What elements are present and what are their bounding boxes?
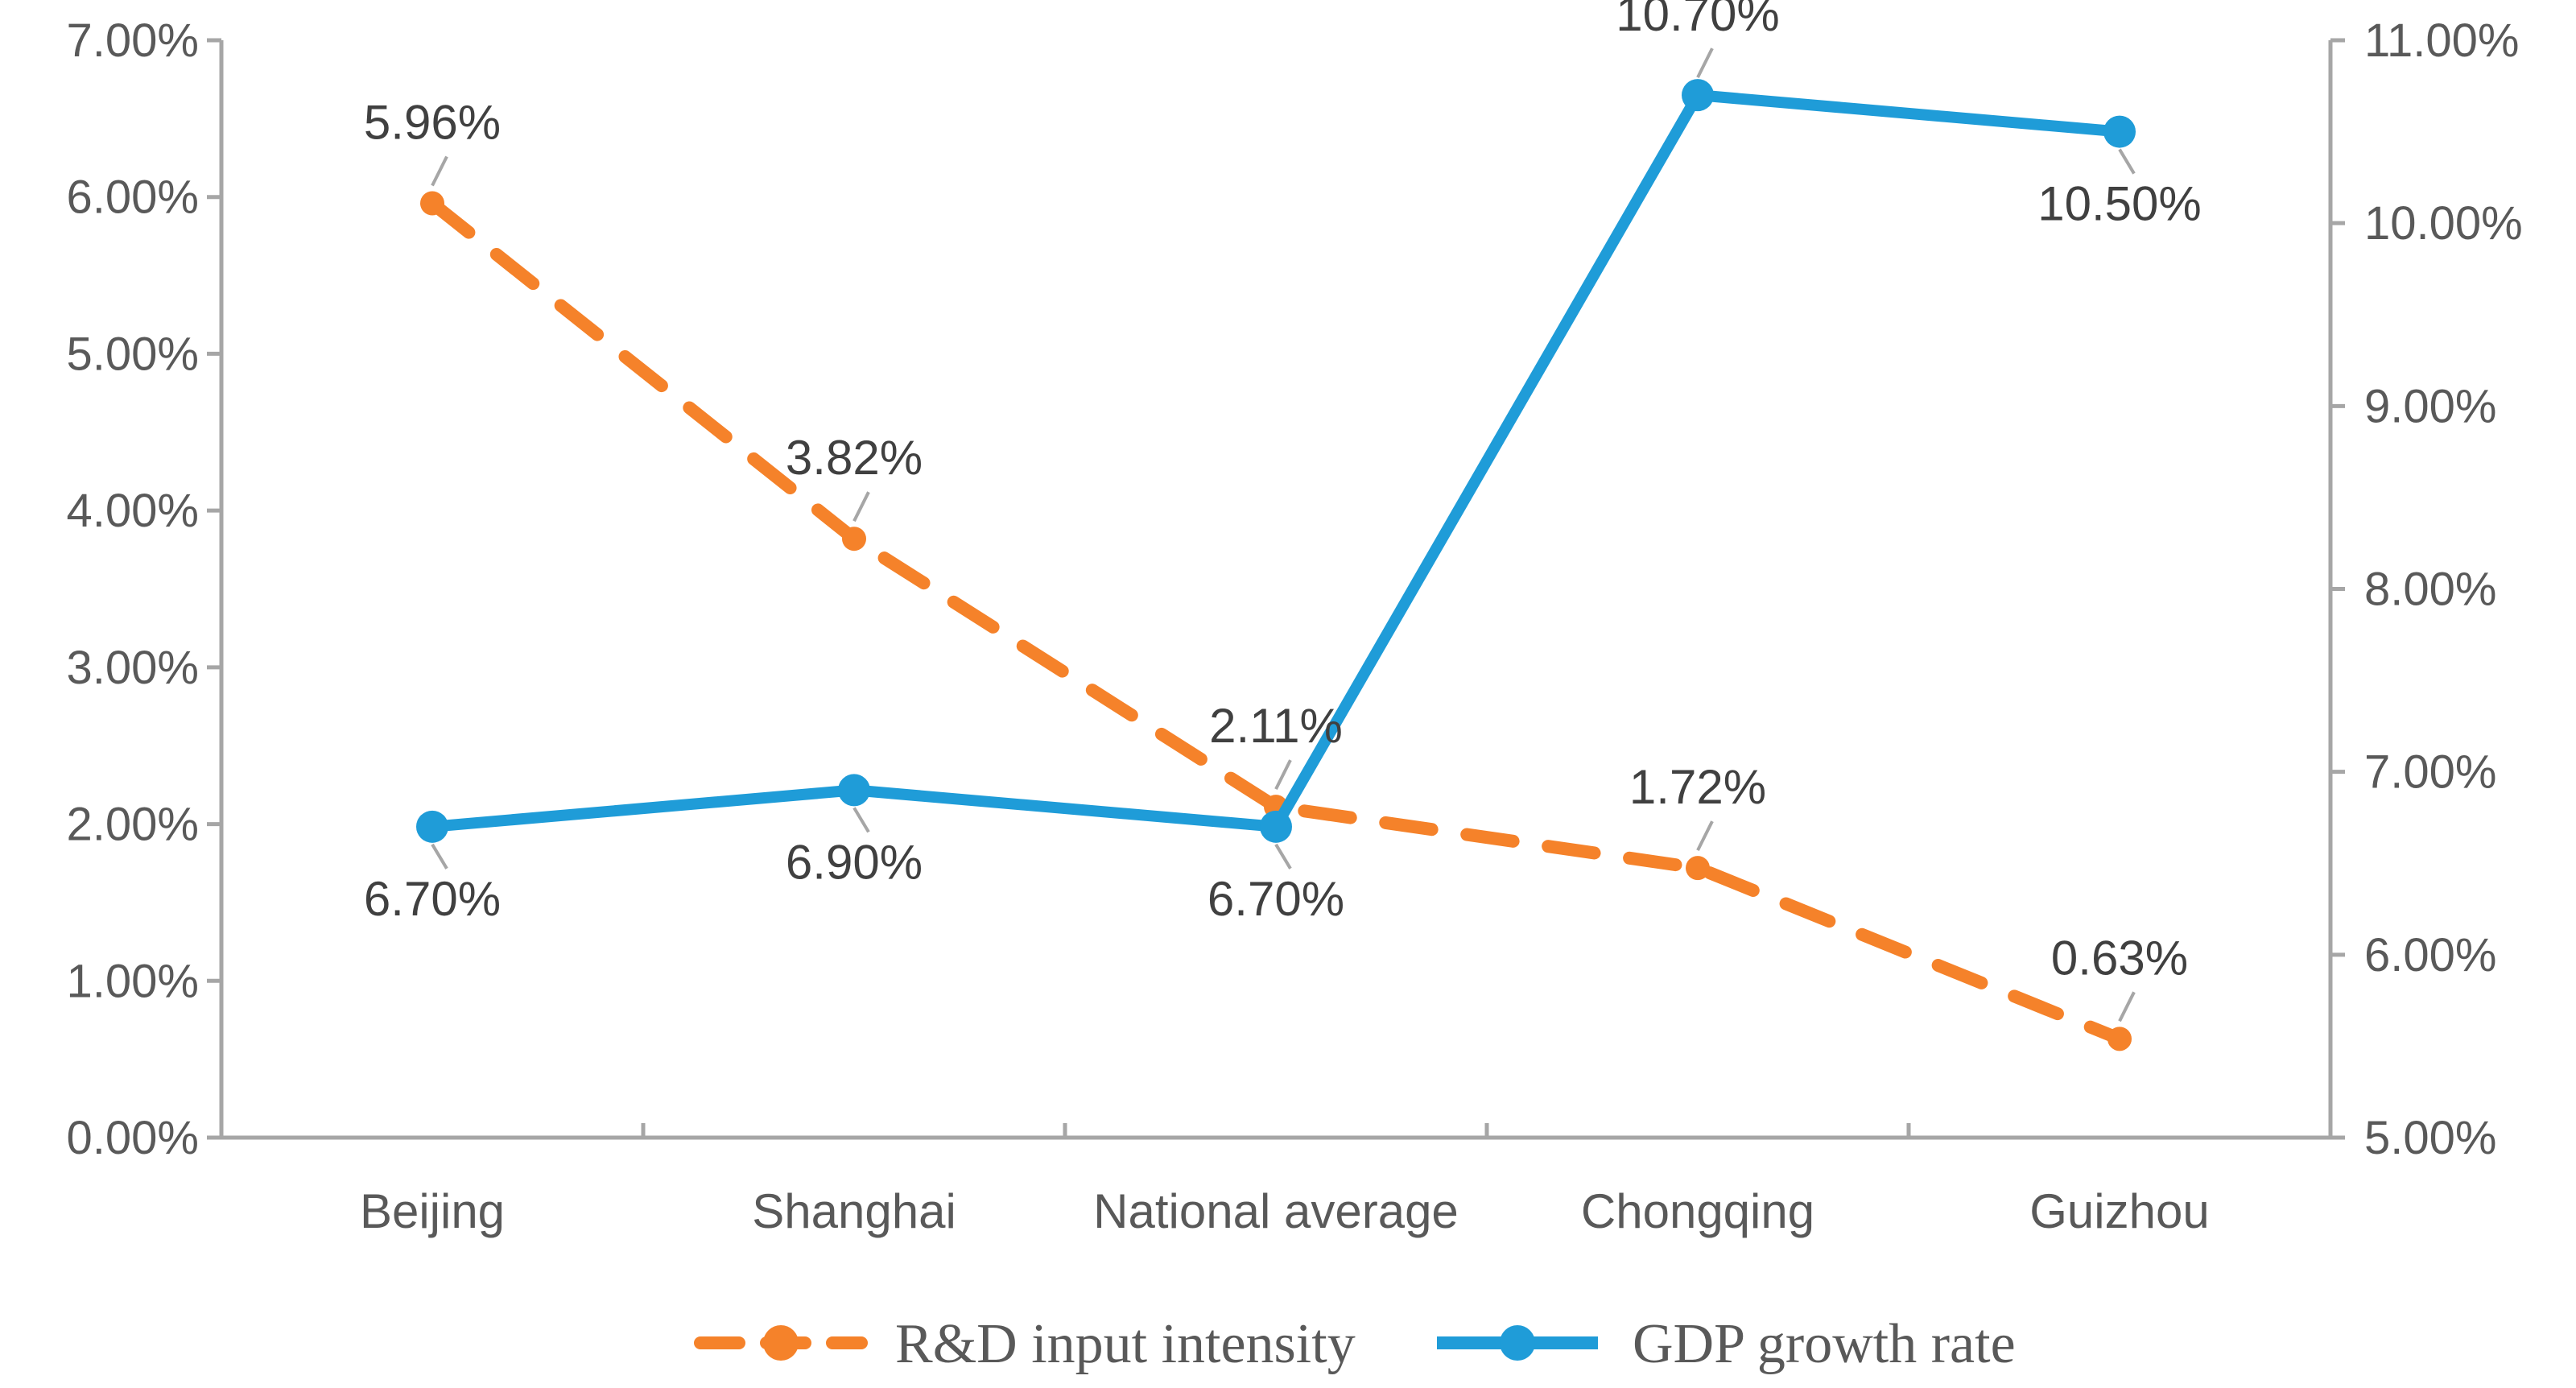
data-label: 6.70%	[364, 872, 501, 926]
data-label-leader	[1274, 759, 1292, 791]
x-category-label: Shanghai	[752, 1184, 956, 1238]
y-left-tick-label: 6.00%	[67, 171, 199, 224]
data-label-leader	[852, 491, 870, 523]
x-category-label: Guizhou	[2029, 1184, 2209, 1238]
series-0-point	[420, 191, 444, 216]
series-line-0	[426, 196, 2126, 1046]
chart-legend: R&D input intensity GDP growth rate	[694, 1313, 2016, 1375]
data-label: 3.82%	[786, 431, 923, 485]
y-right-tick-label: 11.00%	[2364, 14, 2519, 67]
y-left-tick-label: 1.00%	[67, 955, 199, 1007]
data-label: 6.90%	[786, 835, 923, 889]
y-right-tick-label: 7.00%	[2364, 746, 2496, 799]
x-category-label: Chongqing	[1581, 1184, 1814, 1238]
data-label: 10.50%	[2037, 177, 2202, 231]
y-left-tick-label: 7.00%	[67, 14, 199, 67]
x-category-label: National average	[1093, 1184, 1459, 1238]
series-1-point	[2103, 115, 2136, 148]
series-0-point	[2107, 1027, 2132, 1051]
series-1-point	[1682, 79, 1714, 112]
data-label-leader	[852, 807, 870, 833]
series-1-point	[838, 774, 870, 807]
series-1-point	[1260, 810, 1292, 843]
y-left-tick-label: 2.00%	[67, 799, 199, 851]
data-label-leader	[1274, 843, 1292, 870]
data-label: 5.96%	[364, 96, 501, 150]
y-left-tick-label: 4.00%	[67, 485, 199, 537]
chart-axes: 0.00% 1.00% 2.00% 3.00% 4.00% 5.00% 6.00% 7.00%…	[67, 14, 2523, 1238]
legend-swatch-marker	[1500, 1325, 1535, 1361]
chart-data-labels: 5.96% 3.82% 2.11% 1.72% 0.63% 6.70% 6.90% 6.70%…	[364, 0, 2202, 1022]
y-right-tick-label: 6.00%	[2364, 929, 2496, 981]
y-left-tick-label: 3.00%	[67, 642, 199, 694]
data-label-leader	[1696, 48, 1714, 79]
series-1-point	[416, 810, 448, 843]
x-category-label: Beijing	[360, 1184, 505, 1238]
data-label-leader	[1696, 820, 1714, 851]
y-right-tick-label: 10.00%	[2364, 197, 2523, 250]
y-right-tick-label: 5.00%	[2364, 1112, 2496, 1164]
y-left-tick-label: 5.00%	[67, 328, 199, 380]
y-right-tick-label: 9.00%	[2364, 380, 2496, 432]
legend-swatch-marker	[763, 1325, 799, 1361]
chart-series	[416, 79, 2136, 1051]
series-0-point	[842, 527, 866, 551]
data-label: 0.63%	[2051, 931, 2188, 985]
y-left-tick-label: 0.00%	[67, 1112, 199, 1164]
series-0-point	[1686, 856, 1710, 881]
legend-label: GDP growth rate	[1633, 1313, 2016, 1375]
data-label-leader	[431, 843, 448, 870]
data-label: 2.11%	[1209, 699, 1343, 753]
data-label: 6.70%	[1208, 872, 1344, 926]
y-right-tick-label: 8.00%	[2364, 564, 2496, 616]
data-label-leader	[2118, 148, 2136, 175]
data-label: 1.72%	[1629, 760, 1766, 814]
data-label-leader	[2118, 991, 2136, 1022]
legend-label: R&D input intensity	[895, 1313, 1356, 1375]
data-label: 10.70%	[1616, 0, 1780, 41]
data-label-leader	[431, 155, 448, 187]
